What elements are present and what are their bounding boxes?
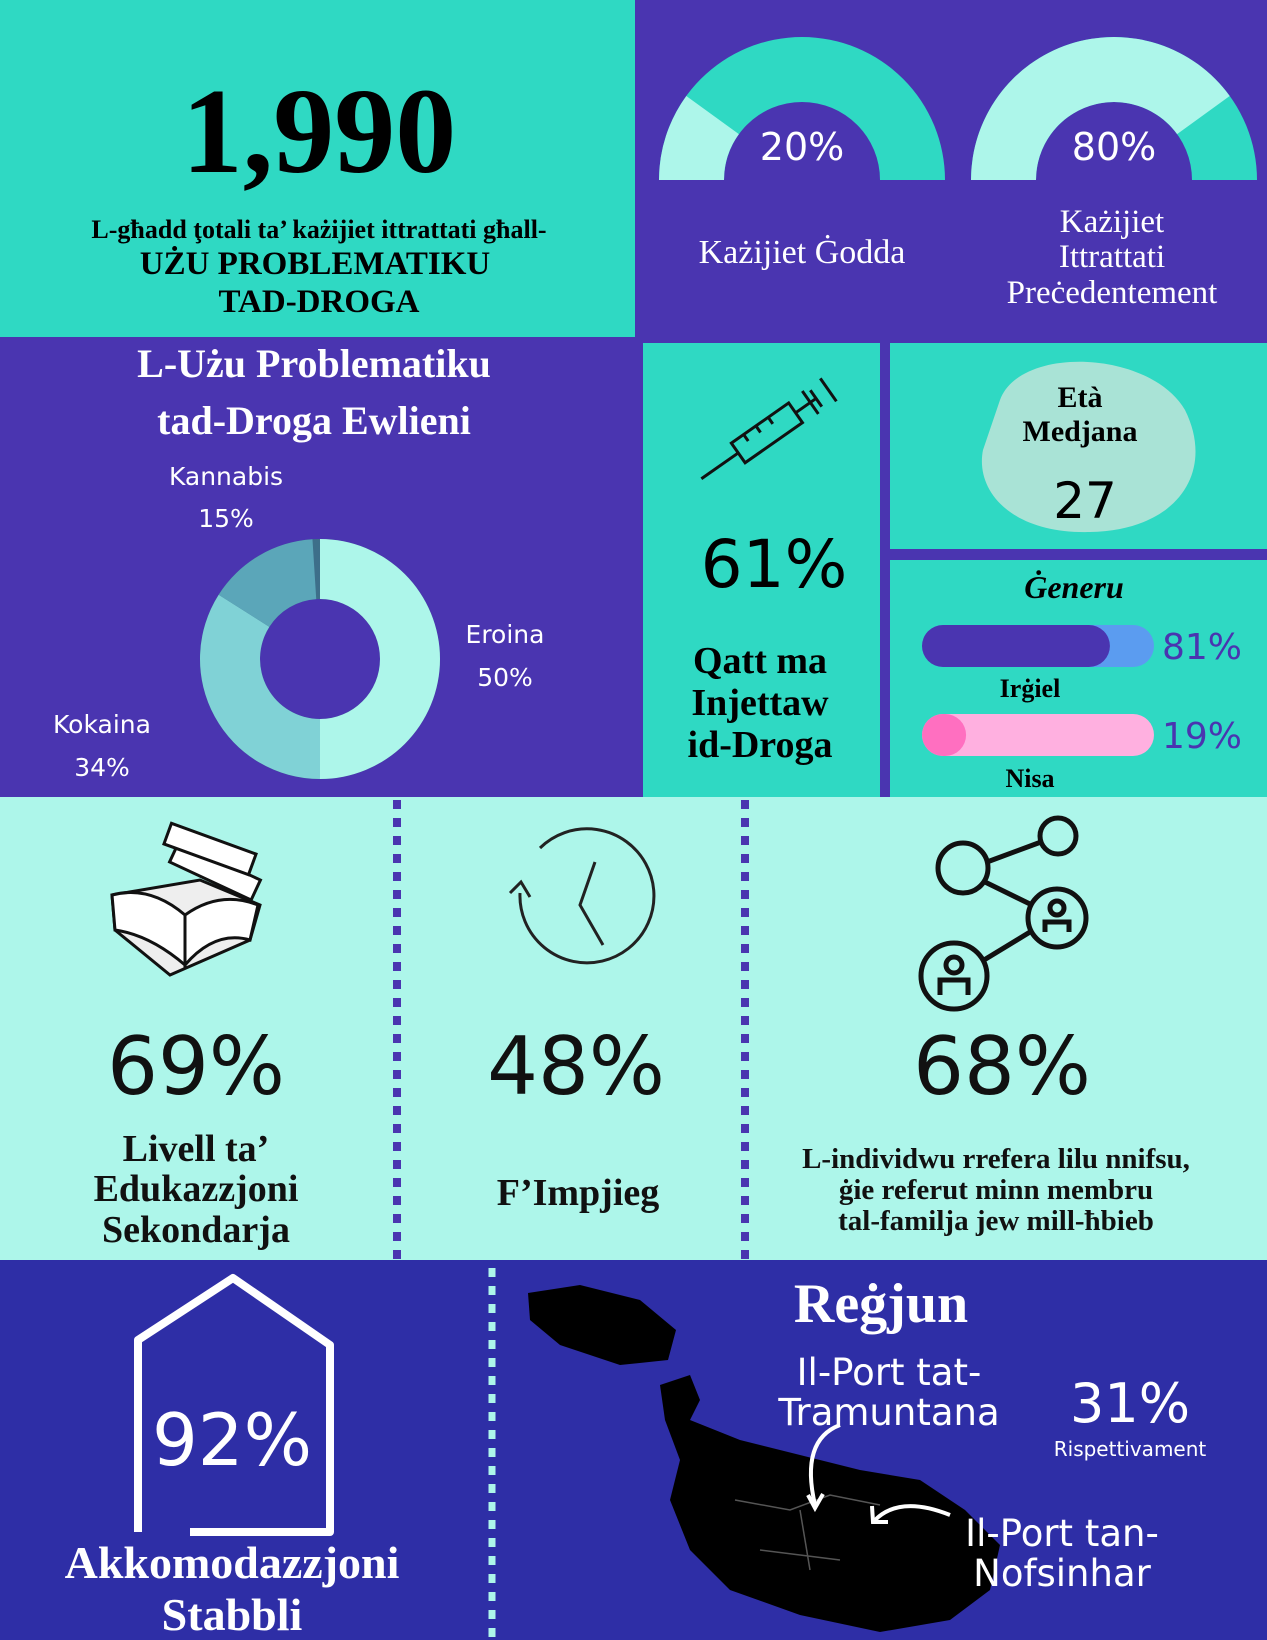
age-blob xyxy=(981,361,1196,533)
stat-caption: Sekondarja xyxy=(102,1209,290,1251)
gender-name: Irġiel xyxy=(1000,674,1061,703)
books-icon xyxy=(110,821,263,977)
total-panel xyxy=(0,0,635,337)
gauge-caption: Każijiet xyxy=(1060,204,1164,240)
stat-value: 69% xyxy=(107,1020,285,1113)
arrow xyxy=(873,1504,951,1522)
gender-panel xyxy=(890,560,1267,797)
segment-label: 34% xyxy=(74,753,130,782)
total-value: 1,990 xyxy=(182,64,457,199)
map-gozo xyxy=(528,1285,676,1365)
injection-value: 61% xyxy=(701,526,848,603)
arrow xyxy=(806,1493,825,1513)
stat-caption: Livell ta’ xyxy=(123,1128,270,1170)
donut-segment xyxy=(200,594,320,779)
segment-name: Kannabis xyxy=(169,462,283,491)
age-value: 27 xyxy=(1053,472,1117,530)
network-icon xyxy=(918,815,1089,1012)
drugs-title: L-Użu Problematiku xyxy=(137,341,491,386)
stat-caption: ġie referut minn membru xyxy=(839,1174,1153,1206)
gender-name: Nisa xyxy=(1005,764,1054,793)
arrow xyxy=(870,1505,888,1524)
stat-value: 68% xyxy=(913,1020,1091,1113)
housing-value: 92% xyxy=(152,1398,312,1482)
stat-caption: tal-familja jew mill-ħbieb xyxy=(838,1205,1154,1237)
region-label: Il-Port tat- xyxy=(797,1351,982,1394)
gender-value: 81% xyxy=(1162,627,1242,668)
housing-caption: Akkomodazzjoni xyxy=(65,1537,400,1588)
gauge-label: 20% xyxy=(760,125,844,169)
injection-caption: Qatt ma xyxy=(693,640,827,682)
gauge-caption: Preċedentement xyxy=(1007,275,1218,311)
gauge-caption: Każijiet Ġodda xyxy=(699,234,906,271)
segment-label: 15% xyxy=(198,504,254,533)
syringe-icon xyxy=(700,377,838,480)
region-label: Tramuntana xyxy=(777,1391,999,1434)
total-caption: UŻU PROBLEMATIKU xyxy=(140,244,491,282)
donut-segment xyxy=(218,539,317,627)
gender-value: 19% xyxy=(1162,716,1242,757)
gender-track xyxy=(922,714,1154,756)
age-title: Medjana xyxy=(1023,415,1138,448)
gauge-label: 80% xyxy=(1072,125,1156,169)
house-icon xyxy=(134,1274,334,1536)
injection-caption: id-Droga xyxy=(688,724,833,766)
gender-bar xyxy=(922,714,967,756)
stat-value: 48% xyxy=(487,1020,665,1113)
region-note: Rispettivament xyxy=(1054,1437,1207,1461)
gender-bar xyxy=(922,625,1110,667)
age-title: Età xyxy=(1058,381,1103,414)
donut-segment xyxy=(320,539,440,779)
housing-caption: Stabbli xyxy=(162,1589,303,1640)
clock-icon xyxy=(508,827,656,965)
region-title: Reġjun xyxy=(794,1273,968,1335)
stat-caption: F’Impjieg xyxy=(497,1172,660,1214)
total-caption: L-għadd ţotali ta’ każijiet ittrattati g… xyxy=(91,215,546,244)
gauge-fill xyxy=(971,36,1230,181)
injection-caption: Injettaw xyxy=(691,682,829,724)
region-label: Nofsinhar xyxy=(973,1552,1151,1595)
gauge-fill xyxy=(659,95,739,180)
segment-name: Kokaina xyxy=(53,710,151,739)
segment-label: 50% xyxy=(477,663,533,692)
region-value: 31% xyxy=(1070,1372,1190,1435)
region-label: Il-Port tan- xyxy=(965,1512,1159,1555)
drugs-title: tad-Droga Ewlieni xyxy=(157,398,471,443)
injection-panel xyxy=(643,343,880,797)
total-caption: TAD-DROGA xyxy=(218,284,419,320)
gauge-caption: Ittrattati xyxy=(1059,239,1165,275)
stat-caption: Edukazzjoni xyxy=(94,1168,299,1210)
gender-title: Ġeneru xyxy=(1024,569,1124,605)
segment-name: Eroina xyxy=(466,620,545,649)
map-malta xyxy=(660,1375,1000,1632)
arrow xyxy=(808,1423,841,1506)
stat-caption: L-individwu rrefera lilu nnifsu, xyxy=(802,1143,1190,1175)
